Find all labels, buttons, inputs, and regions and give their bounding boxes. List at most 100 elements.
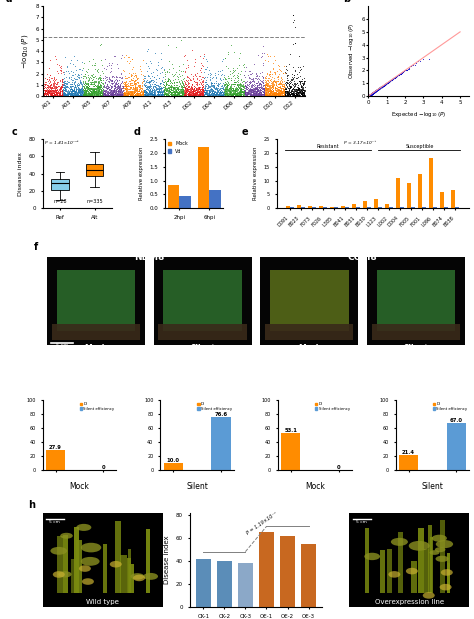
- Point: [123, 84, 131, 93]
- Point: [100, 90, 107, 100]
- Bar: [323, 207, 327, 209]
- Point: [90, 87, 97, 97]
- Point: [157, 83, 164, 93]
- Point: [67, 91, 75, 101]
- Point: [117, 90, 125, 100]
- Point: [367, 89, 375, 99]
- Point: [121, 90, 128, 100]
- Point: [374, 84, 382, 94]
- Point: [264, 90, 272, 100]
- Point: [177, 87, 185, 97]
- Point: [281, 91, 289, 101]
- Point: [369, 88, 377, 98]
- Point: [99, 91, 106, 101]
- Point: [103, 72, 111, 82]
- Point: [64, 85, 72, 95]
- Point: [370, 87, 377, 97]
- Point: [371, 87, 378, 97]
- Point: [222, 85, 229, 95]
- Point: [369, 88, 377, 98]
- Point: [73, 88, 81, 98]
- Point: [377, 82, 385, 92]
- Point: [200, 74, 207, 84]
- Point: [383, 77, 391, 87]
- Point: [43, 74, 51, 84]
- Point: [371, 87, 379, 97]
- Point: [190, 87, 198, 97]
- Point: [124, 79, 131, 89]
- Point: [273, 91, 281, 101]
- Point: [271, 76, 278, 86]
- Point: [371, 87, 378, 97]
- Point: [122, 80, 130, 90]
- Point: [366, 90, 374, 100]
- Point: [201, 90, 208, 100]
- Point: [93, 89, 100, 99]
- Point: [248, 85, 256, 95]
- Point: [368, 89, 375, 99]
- Point: [369, 88, 377, 98]
- Point: [366, 90, 374, 100]
- Point: [232, 65, 239, 75]
- Bar: [154, 256, 252, 345]
- Point: [366, 90, 374, 100]
- Point: [237, 87, 245, 97]
- Point: [75, 73, 82, 83]
- Point: [368, 89, 375, 98]
- Point: [50, 79, 58, 89]
- Point: [365, 91, 373, 101]
- Point: [372, 86, 379, 96]
- Point: [130, 89, 137, 98]
- Point: [101, 73, 109, 83]
- Point: [375, 83, 383, 93]
- Point: [162, 80, 170, 90]
- Point: [198, 84, 206, 94]
- Point: [221, 84, 229, 93]
- Point: [251, 87, 258, 97]
- Point: [143, 90, 151, 100]
- Point: [89, 86, 97, 96]
- Point: [298, 85, 305, 95]
- Point: [373, 85, 381, 95]
- Point: [196, 91, 203, 101]
- Point: [154, 90, 162, 100]
- Point: [236, 90, 243, 100]
- Point: [373, 85, 381, 95]
- Point: [42, 88, 50, 98]
- Point: [120, 52, 128, 62]
- Point: [233, 89, 240, 99]
- Point: [97, 89, 104, 98]
- Point: [372, 86, 380, 96]
- Point: [274, 72, 282, 82]
- Point: [245, 88, 253, 98]
- Point: [289, 87, 297, 97]
- Point: [146, 89, 154, 99]
- Point: [380, 80, 387, 90]
- Point: [214, 83, 221, 93]
- Point: [114, 89, 122, 99]
- Point: [222, 88, 230, 98]
- Point: [219, 91, 226, 101]
- Point: [41, 89, 48, 99]
- Point: [153, 89, 161, 99]
- Point: [245, 80, 252, 90]
- Point: [108, 90, 116, 100]
- Point: [189, 87, 196, 97]
- Point: [83, 85, 91, 95]
- Point: [82, 89, 89, 98]
- Point: [237, 80, 245, 90]
- Point: [183, 71, 191, 81]
- Point: [183, 85, 191, 95]
- Point: [150, 84, 158, 94]
- Point: [177, 90, 184, 100]
- Point: [371, 87, 378, 97]
- Point: [229, 90, 237, 100]
- Point: [269, 89, 277, 98]
- Point: [185, 90, 193, 100]
- Point: [96, 74, 104, 84]
- Point: [277, 88, 284, 98]
- Point: [70, 77, 78, 87]
- Point: [115, 87, 123, 97]
- Point: [373, 85, 381, 95]
- Point: [371, 87, 379, 97]
